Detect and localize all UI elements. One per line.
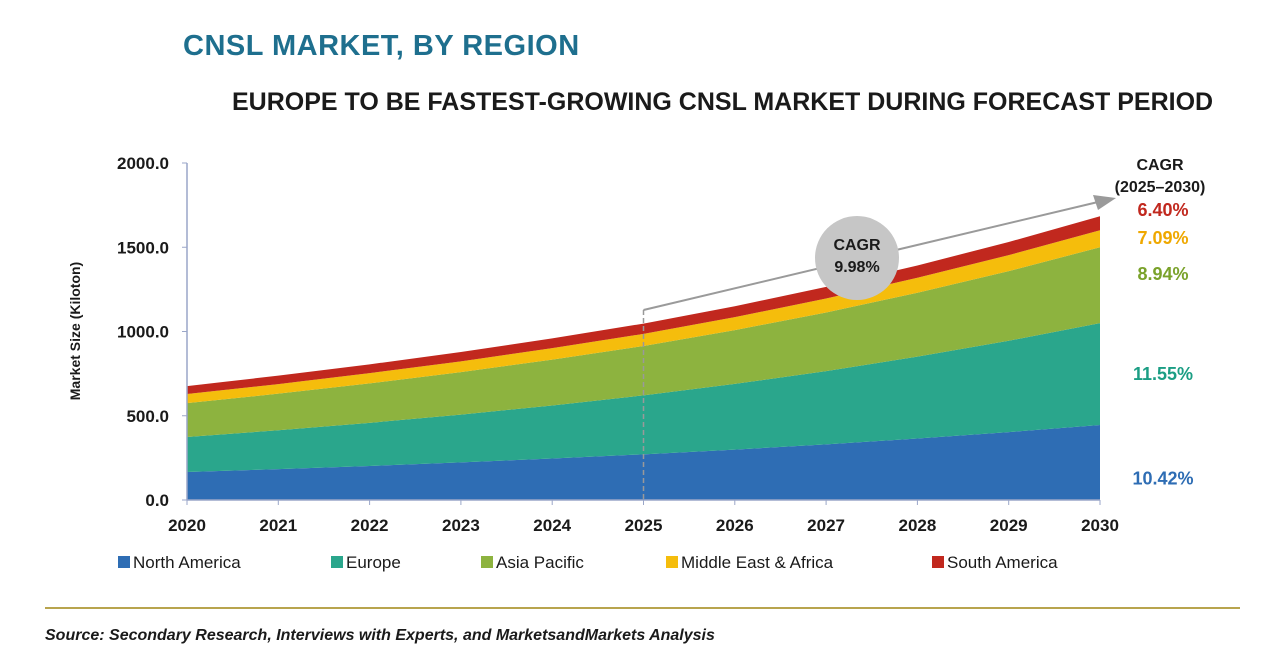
cagr-label: 7.09% <box>1137 228 1188 248</box>
cagr-label: 6.40% <box>1137 200 1188 220</box>
legend-label: North America <box>133 553 241 572</box>
y-tick-label: 2000.0 <box>117 154 169 173</box>
x-tick-label: 2020 <box>168 516 206 535</box>
legend-swatch <box>118 556 130 568</box>
y-tick-label: 500.0 <box>126 407 169 426</box>
cagr-header: CAGR <box>1136 157 1184 174</box>
cagr-label: 8.94% <box>1137 264 1188 284</box>
area-asia-pacific <box>187 247 1100 437</box>
legend-label: Europe <box>346 553 401 572</box>
legend-swatch <box>331 556 343 568</box>
chart-title: CNSL MARKET, BY REGION <box>183 30 580 62</box>
legend-swatch <box>481 556 493 568</box>
arrow-head-icon <box>1093 195 1116 210</box>
area-europe <box>187 323 1100 473</box>
cagr-header: (2025–2030) <box>1115 179 1206 196</box>
x-tick-label: 2022 <box>351 516 389 535</box>
legend-swatch <box>932 556 944 568</box>
x-tick-label: 2021 <box>259 516 297 535</box>
legend-label: Asia Pacific <box>496 553 584 572</box>
y-tick-label: 1000.0 <box>117 323 169 342</box>
source-note: Source: Secondary Research, Interviews w… <box>45 627 715 644</box>
x-tick-label: 2024 <box>533 516 571 535</box>
cagr-bubble-value: 9.98% <box>834 259 879 276</box>
x-tick-label: 2026 <box>716 516 754 535</box>
y-axis-label: Market Size (Kiloton) <box>67 262 83 400</box>
x-tick-label: 2030 <box>1081 516 1119 535</box>
legend-label: Middle East & Africa <box>681 553 834 572</box>
x-tick-label: 2025 <box>625 516 663 535</box>
y-tick-label: 0.0 <box>145 491 169 510</box>
cagr-label: 10.42% <box>1132 469 1193 489</box>
divider <box>45 607 1240 609</box>
cagr-label: 11.55% <box>1133 364 1193 384</box>
y-tick-label: 1500.0 <box>117 238 169 257</box>
cagr-bubble-label: CAGR <box>833 237 881 254</box>
chart-subtitle: EUROPE TO BE FASTEST-GROWING CNSL MARKET… <box>232 88 1214 116</box>
cagr-bubble <box>815 216 899 300</box>
legend-label: South America <box>947 553 1058 572</box>
area-middle-east-africa <box>187 230 1100 404</box>
legend-swatch <box>666 556 678 568</box>
x-tick-label: 2027 <box>807 516 845 535</box>
x-tick-label: 2028 <box>898 516 936 535</box>
x-tick-label: 2029 <box>990 516 1028 535</box>
area-south-america <box>187 216 1100 395</box>
x-tick-label: 2023 <box>442 516 480 535</box>
